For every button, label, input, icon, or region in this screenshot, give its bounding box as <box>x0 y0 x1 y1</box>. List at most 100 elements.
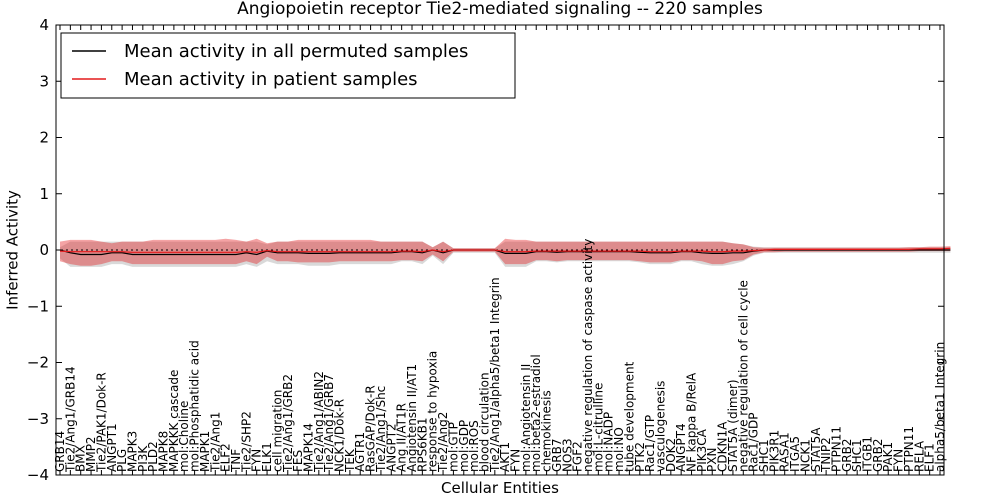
series-line-patient <box>59 247 951 253</box>
entity-label: vasculogenesis <box>653 381 667 472</box>
entity-label: alpha5/beta1 Integrin <box>933 342 947 472</box>
y-tick-label: 4 <box>39 16 49 34</box>
y-tick-label: −4 <box>27 466 49 484</box>
entity-label: Tie2/Ang1/alpha5/beta1 Integrin <box>488 277 502 473</box>
y-tick-label: 3 <box>39 72 49 90</box>
entity-label: FYN <box>509 449 523 472</box>
entity-label: MAPK1 <box>198 431 212 472</box>
entity-label: RELA <box>912 440 926 472</box>
entity-label: mol:GTP <box>446 422 460 472</box>
y-axis-label: Inferred Activity <box>3 190 21 310</box>
entity-label: ITGA5 <box>788 436 802 472</box>
entity-label: RasGAP/Dok-R <box>364 385 378 472</box>
entity-label: AKT1 <box>498 442 512 472</box>
y-tick-label: 0 <box>39 241 49 259</box>
entity-label: mol:L-citrulline <box>591 383 605 472</box>
entity-label: ANGPT4 <box>674 423 688 472</box>
entity-label: negative regulation of caspase activity <box>581 239 595 472</box>
entity-label: PTK2 <box>633 442 647 472</box>
entity-label: MAPK3 <box>125 431 139 472</box>
entity-label: FGF2 <box>571 441 585 472</box>
entity-label: negative regulation of cell cycle <box>736 280 750 472</box>
entity-label: CDKN1A <box>716 421 730 472</box>
entity-label: Ang II/AT1R <box>395 403 409 472</box>
entity-label: DOK2 <box>664 438 678 472</box>
entity-label: ANGPT1 <box>105 423 119 472</box>
entity-label: blood circulation <box>477 372 491 472</box>
entity-label: Tie2/Ang1/GRB2 <box>281 374 295 473</box>
entity-label: ELF2 <box>219 443 233 472</box>
entity-label: mol:GDP <box>457 420 471 472</box>
y-tick-label: −1 <box>27 297 49 315</box>
entity-label: MMP2 <box>84 436 98 472</box>
entity-label: STAT5A <box>809 427 823 472</box>
entity-label: Tie2/Ang1/GRB7 <box>322 374 336 473</box>
entity-label: PIK3CA <box>695 428 709 472</box>
entity-label: PLD2 <box>146 441 160 472</box>
entity-label: BMX <box>74 445 88 472</box>
entity-label: NF kappa B/RelA <box>685 372 699 472</box>
entity-label: Tie2/SHP2 <box>239 411 253 473</box>
entity-label: chemokinesis <box>540 390 554 472</box>
entity-label: RPS6KB1 <box>415 417 429 472</box>
entity-label: tube development <box>622 361 636 472</box>
entity-label: Tie2/Ang1/Shc <box>374 386 388 473</box>
entity-label: ANGPT2 <box>384 423 398 472</box>
legend: Mean activity in all permuted samples Mea… <box>60 32 516 99</box>
entity-label: TEK <box>343 448 357 473</box>
entity-label: mol:Choline <box>177 401 191 472</box>
entity-label: PXN <box>705 448 719 472</box>
entity-label: GRB7 <box>550 438 564 472</box>
legend-entry-label: Mean activity in all permuted samples <box>124 41 468 62</box>
entity-label: NCK1 <box>798 439 812 472</box>
entity-label: NOS3 <box>560 438 574 472</box>
entity-label: PIK3R1 <box>767 430 781 472</box>
entity-label: Tie2/PAK1/Dok-R <box>94 372 108 473</box>
entity-label: mol:beta2-estradiol <box>529 354 543 472</box>
entity-label: PI3K <box>136 445 150 472</box>
y-tick-label: 2 <box>39 129 49 147</box>
entity-label: Tie2/Ang1/ABIN2 <box>312 371 326 473</box>
entity-label: GRB2 <box>840 438 854 472</box>
entity-label: mol:Phosphatidic acid <box>188 340 202 472</box>
entity-label: Tie2/Ang2 <box>436 412 450 473</box>
entity-label: MAPK14 <box>301 423 315 472</box>
entity-label: SHC1 <box>850 439 864 472</box>
chart-title: Angiopoietin receptor Tie2-mediated sign… <box>237 0 763 19</box>
entity-label: FES <box>291 450 305 472</box>
entity-label: ITGB1 <box>861 436 875 472</box>
entity-label: ELK1 <box>260 442 274 472</box>
entity-label: GRB2 <box>871 438 885 472</box>
entity-label: FYN <box>892 449 906 472</box>
x-axis: GRB14Tie2/Ang1/GRB14BMXMMP2Tie2/PAK1/Dok… <box>53 25 947 475</box>
entity-label: mol:ROS <box>467 420 481 472</box>
entity-label: Rac1/GTP <box>643 415 657 472</box>
entity-label: TNIP2 <box>819 437 833 473</box>
entity-label: AGTR1 <box>353 432 367 472</box>
entity-label: PTPN11 <box>829 426 843 472</box>
entity-label: MAPK8 <box>157 431 171 472</box>
x-axis-label: Cellular Entities <box>441 479 559 497</box>
entity-label: Angiotensin II/AT1 <box>405 364 419 472</box>
entity-label: ELF1 <box>923 443 937 472</box>
legend-entry-label: Mean activity in patient samples <box>124 69 418 90</box>
entity-label: FYN <box>250 449 264 472</box>
entity-label: mol:Angiotensin II <box>519 364 533 472</box>
entity-label: TNF <box>229 449 243 473</box>
y-axis: −4 −3 −2 −1 0 1 2 3 4 <box>27 16 944 484</box>
entity-label: response to hypoxia <box>426 351 440 472</box>
legend-box <box>60 32 516 99</box>
entity-label: PLG <box>115 449 129 472</box>
y-tick-label: −3 <box>27 410 49 428</box>
permuted-spread-band <box>60 241 951 267</box>
entity-label: SHC1 <box>757 439 771 472</box>
entity-label: MAPKKK cascade <box>167 370 181 472</box>
entity-label: NCK1/Dok-R <box>333 399 347 472</box>
entity-label: PTPN11 <box>902 426 916 472</box>
entity-label: Tie2/Ang1/GRB14 <box>63 366 77 473</box>
entity-label: PAK1 <box>881 442 895 472</box>
y-tick-label: −2 <box>27 354 49 372</box>
entity-label: mol:NO <box>612 427 626 472</box>
entity-label: mol:NADP <box>602 412 616 472</box>
